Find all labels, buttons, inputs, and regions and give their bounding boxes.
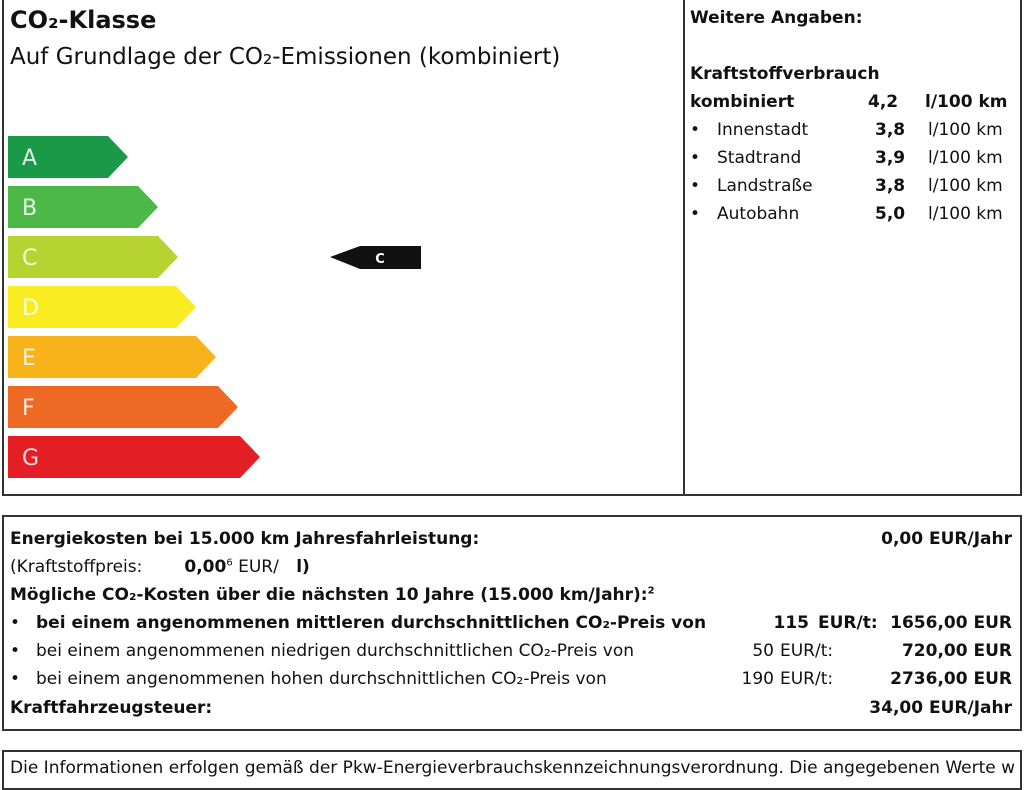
combined-label: kombiniert [690,92,795,112]
bullet: • [10,641,21,661]
subtitle: Auf Grundlage der CO₂-Emissionen (kombin… [10,44,561,70]
class-box [2,0,1022,496]
footer-text: Die Informationen erfolgen gemäß der Pkw… [10,758,1014,778]
combined-value: 4,2 [868,92,899,112]
tax-label: Kraftfahrzeugsteuer: [10,698,213,718]
co2-heading: Mögliche CO₂-Kosten über die nächsten 10… [10,585,655,605]
item-unit: l/100 km [928,120,1003,140]
class-arrow [8,136,128,178]
row-price: 190 [741,669,774,689]
bullet: • [10,669,21,689]
fuel-price-label: (Kraftstoffpreis: [10,557,143,577]
row-unit: EUR/t: [780,641,834,661]
info-title: Weitere Angaben: [690,8,863,28]
class-letter: A [22,146,37,171]
item-unit: l/100 km [928,148,1003,168]
combined-unit: l/100 km [925,92,1008,112]
row-unit: EUR/t: [780,669,834,689]
class-letter: D [22,296,39,321]
fuel-price-unit: EUR/ [238,557,279,577]
current-class: C [375,252,385,267]
row-price: 115 [773,613,810,633]
class-letter: C [22,246,37,271]
bullet: • [690,204,701,224]
item-unit: l/100 km [928,176,1003,196]
co2-heading-text: Mögliche CO₂-Kosten über die nächsten 10… [10,585,648,605]
class-arrow [8,436,260,478]
class-arrow [8,386,238,428]
class-letter: F [22,396,35,421]
row-value: 2736,00 EUR [890,669,1012,689]
class-arrow [8,336,216,378]
row-text: bei einem angenommenen mittleren durchsc… [36,613,707,633]
title: CO₂-Klasse [10,6,157,34]
class-arrow [8,286,196,328]
row-text: bei einem angenommenen hohen durchschnit… [36,669,607,689]
class-letter: E [22,346,36,371]
footnote: 6 [226,557,233,569]
item-value: 3,8 [875,176,906,196]
class-arrow [8,236,178,278]
row-value: 720,00 EUR [901,641,1012,661]
tax-value: 34,00 EUR/Jahr [869,698,1012,718]
info-heading: Kraftstoffverbrauch [690,64,880,84]
row-price: 50 [752,641,774,661]
row-value: 1656,00 EUR [890,613,1012,633]
class-letter: G [22,446,39,471]
class-letter: B [22,196,37,221]
item-value: 3,8 [875,120,906,140]
energy-value: 0,00 EUR/Jahr [881,529,1012,549]
item-label: Landstraße [717,176,813,196]
footnote: 2 [647,585,655,597]
current-marker [330,246,421,269]
fuel-price-value: 0,00 [184,557,227,577]
cost-box [2,515,1022,731]
divider [683,0,685,494]
energy-label: Energiekosten bei 15.000 km Jahresfahrle… [10,529,480,549]
row-unit: EUR/t: [818,613,878,633]
bullet: • [690,148,701,168]
bullet: • [10,613,21,633]
class-arrow [8,186,158,228]
bullet: • [690,120,701,140]
fuel-price: (Kraftstoffpreis: 0,006 EUR/ l) [10,557,310,577]
item-value: 3,9 [875,148,906,168]
fuel-price-unit2: l) [296,557,310,577]
item-label: Stadtrand [717,148,802,168]
item-value: 5,0 [875,204,906,224]
item-label: Innenstadt [717,120,809,140]
bullet: • [690,176,701,196]
item-unit: l/100 km [928,204,1003,224]
row-text: bei einem angenommenen niedrigen durchsc… [36,641,635,661]
item-label: Autobahn [717,204,800,224]
